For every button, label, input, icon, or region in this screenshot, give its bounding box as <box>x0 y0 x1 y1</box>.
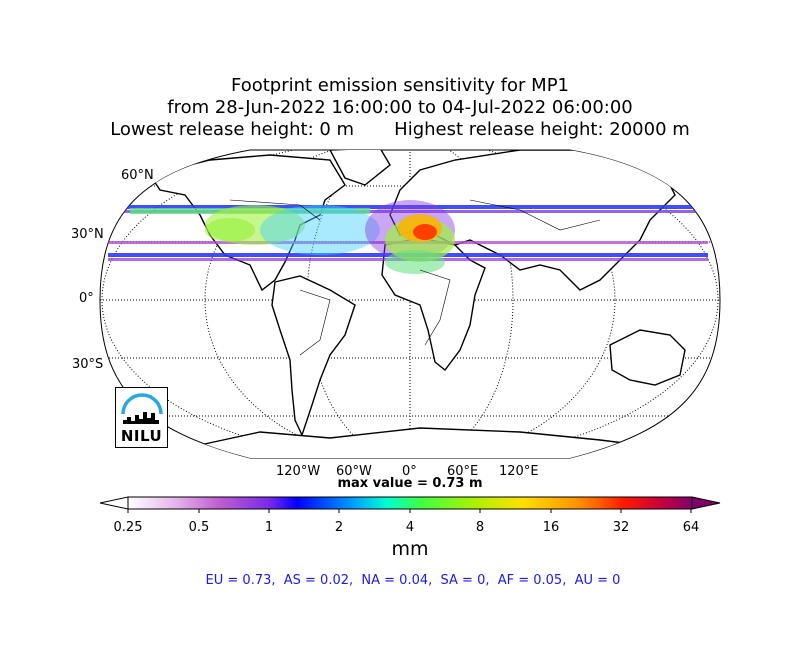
colorbar-tick: 2 <box>334 520 344 535</box>
colorbar <box>99 496 721 513</box>
lon-label-0: 0° <box>402 464 417 479</box>
lat-label-30n: 30°N <box>71 227 104 242</box>
nilu-logo: NILU <box>115 387 168 448</box>
max-value-label: max value = 0.73 m <box>337 476 483 491</box>
south-america <box>271 275 356 437</box>
colorbar-lower-extension <box>99 496 129 510</box>
antarctica <box>178 427 702 458</box>
colorbar-units: mm <box>391 538 429 560</box>
lat-label-60n: 60°N <box>121 168 154 183</box>
lon-label-120w: 120°W <box>276 464 321 479</box>
colorbar-tick: 64 <box>682 520 700 535</box>
lon-label-60w: 60°W <box>336 464 372 479</box>
plot-title-line-2: from 28-Jun-2022 16:00:00 to 04-Jul-2022… <box>167 97 633 118</box>
sensitivity-field <box>108 200 708 274</box>
country-borders <box>229 199 601 356</box>
colorbar-upper-extension <box>691 496 721 510</box>
lowest-release-height: Lowest release height: 0 m <box>110 119 355 140</box>
colorbar-bar <box>127 496 693 510</box>
lon-label-60e: 60°E <box>447 464 479 479</box>
colorbar-tick: 0.5 <box>188 520 210 535</box>
colorbar-tick: 0.25 <box>113 520 143 535</box>
colorbar-tick: 4 <box>405 520 415 535</box>
colorbar-tick: 1 <box>264 520 274 535</box>
lat-label-30s: 30°S <box>72 357 104 372</box>
greenland <box>328 150 391 186</box>
nilu-logo-graphic <box>121 393 163 424</box>
lat-label-0: 0° <box>79 291 94 306</box>
colorbar-tick: 8 <box>475 520 485 535</box>
lon-label-120e: 120°E <box>499 464 539 479</box>
region-stats: EU = 0.73, AS = 0.02, NA = 0.04, SA = 0,… <box>205 573 621 588</box>
highest-release-height: Highest release height: 20000 m <box>394 119 690 140</box>
colorbar-tick: 32 <box>612 520 630 535</box>
colorbar-tick: 16 <box>542 520 560 535</box>
nilu-logo-text: NILU <box>120 427 163 445</box>
australia <box>609 329 686 386</box>
plot-title-line-1: Footprint emission sensitivity for MP1 <box>230 75 569 96</box>
plot-title-line-3: Lowest release height: 0 m Highest relea… <box>0 119 800 141</box>
